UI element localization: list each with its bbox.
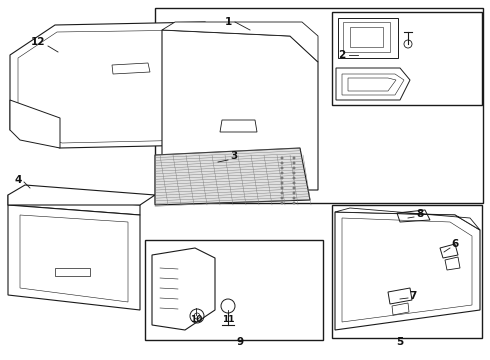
- Circle shape: [293, 192, 295, 194]
- Circle shape: [281, 162, 283, 164]
- Bar: [55, 268, 90, 276]
- Polygon shape: [162, 30, 318, 190]
- Polygon shape: [152, 248, 215, 330]
- Text: 4: 4: [14, 175, 22, 185]
- Polygon shape: [162, 22, 318, 62]
- Polygon shape: [335, 212, 480, 330]
- Circle shape: [293, 202, 295, 204]
- Circle shape: [293, 172, 295, 174]
- Text: 12: 12: [31, 37, 45, 47]
- Circle shape: [293, 182, 295, 184]
- Text: 9: 9: [237, 337, 244, 347]
- Text: 8: 8: [416, 209, 424, 219]
- Text: 11: 11: [222, 315, 234, 324]
- Circle shape: [293, 177, 295, 179]
- Text: 3: 3: [230, 151, 238, 161]
- Polygon shape: [338, 18, 398, 58]
- Circle shape: [281, 182, 283, 184]
- Polygon shape: [8, 185, 155, 205]
- Bar: [332, 205, 482, 338]
- Circle shape: [281, 192, 283, 194]
- Circle shape: [281, 172, 283, 174]
- Bar: [332, 12, 482, 105]
- Circle shape: [293, 162, 295, 164]
- Circle shape: [281, 187, 283, 189]
- Bar: [145, 240, 323, 340]
- Text: 10: 10: [190, 315, 202, 324]
- Polygon shape: [335, 208, 480, 230]
- Circle shape: [281, 157, 283, 159]
- Bar: [155, 8, 483, 203]
- Text: 7: 7: [409, 291, 416, 301]
- Circle shape: [293, 157, 295, 159]
- Polygon shape: [10, 22, 240, 148]
- Circle shape: [281, 202, 283, 204]
- Circle shape: [293, 197, 295, 199]
- Circle shape: [281, 177, 283, 179]
- Text: 1: 1: [224, 17, 232, 27]
- Circle shape: [293, 167, 295, 169]
- Circle shape: [281, 167, 283, 169]
- Polygon shape: [8, 195, 140, 215]
- Text: 6: 6: [451, 239, 459, 249]
- Circle shape: [281, 197, 283, 199]
- Circle shape: [293, 187, 295, 189]
- Polygon shape: [8, 205, 140, 310]
- Polygon shape: [10, 100, 60, 148]
- Polygon shape: [336, 68, 410, 100]
- Text: 5: 5: [396, 337, 404, 347]
- Polygon shape: [155, 148, 310, 205]
- Text: 2: 2: [339, 50, 345, 60]
